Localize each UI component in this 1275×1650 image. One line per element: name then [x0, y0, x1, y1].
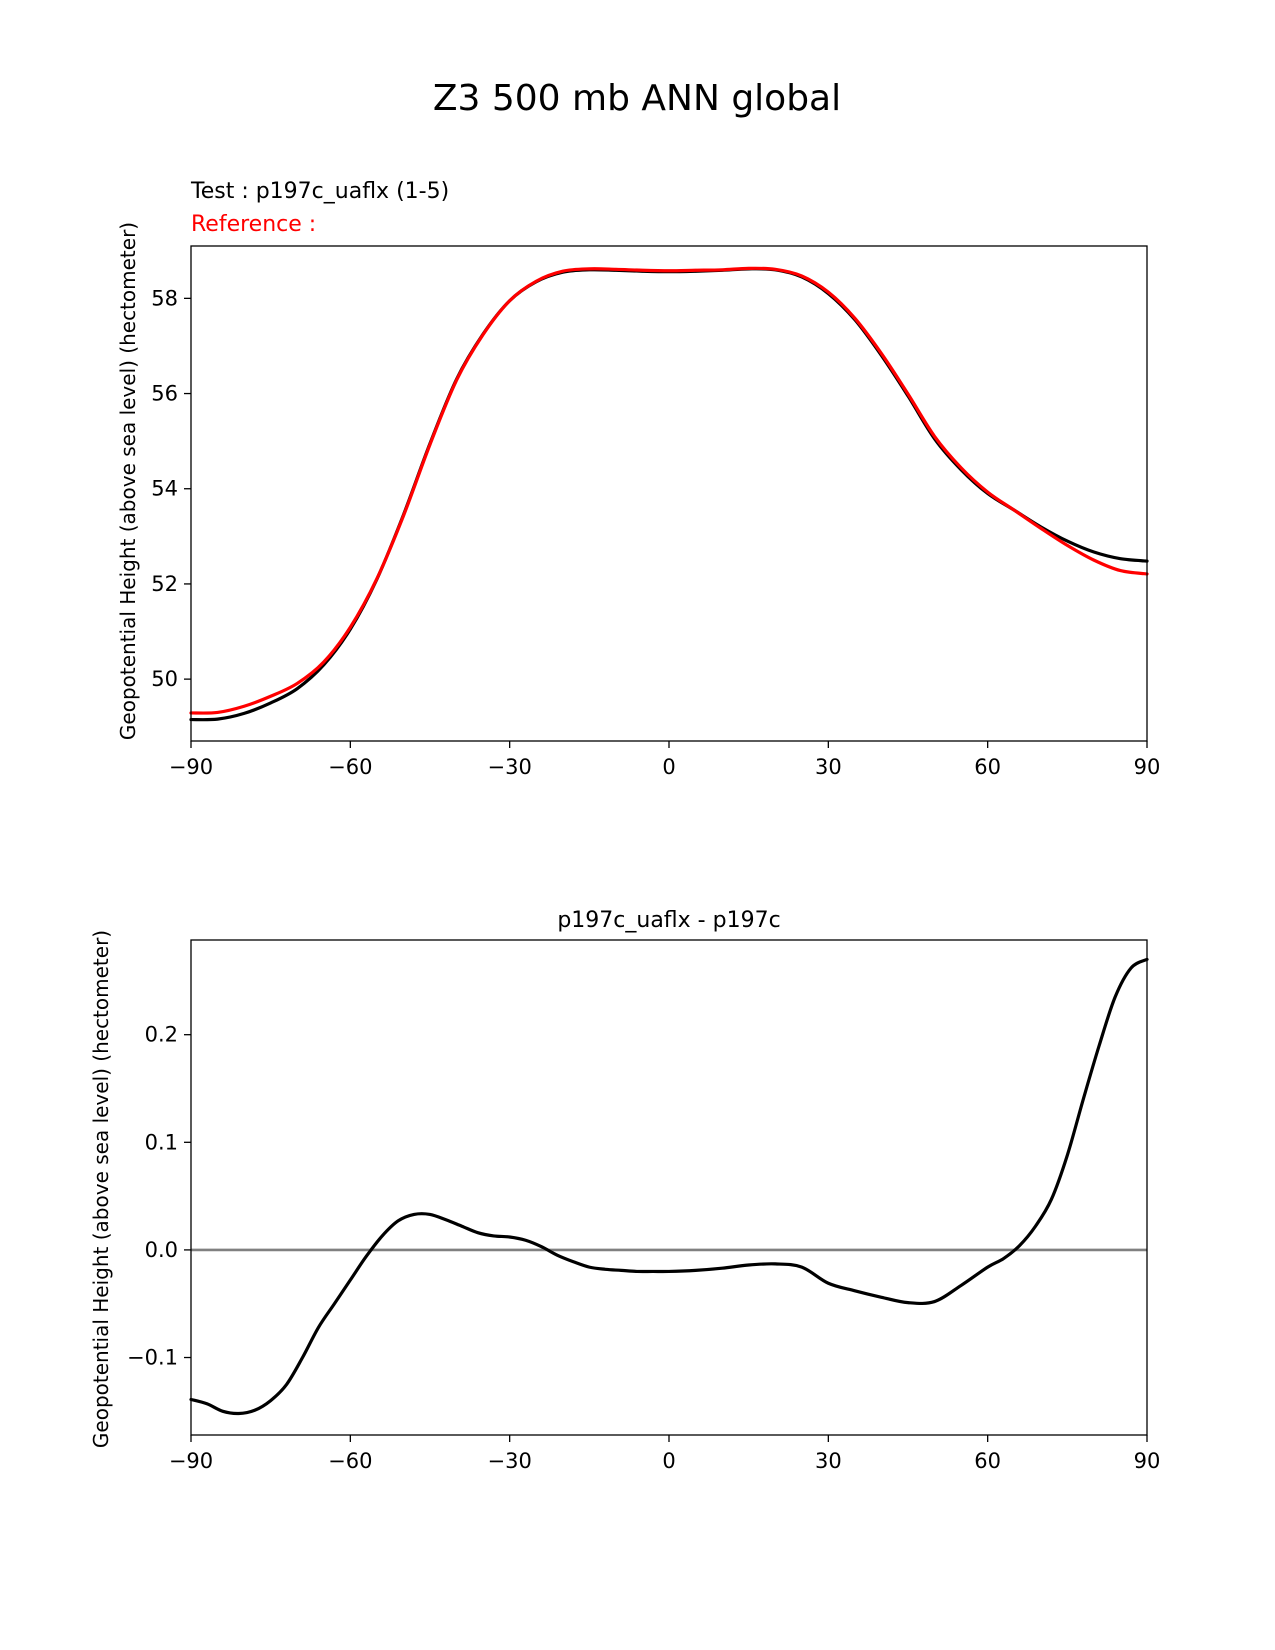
bottom-x-tick-label: −90 [169, 1449, 213, 1473]
bottom-plot-frame [190, 939, 1148, 1436]
test-label: Test : p197c_uaflx (1-5) [190, 179, 449, 204]
bottom-x-tick-label: 0 [662, 1449, 675, 1473]
bottom-x-tick-label: −60 [328, 1449, 372, 1473]
top-y-tick-label: 58 [151, 286, 178, 310]
bottom-x-tick-label: 90 [1134, 1449, 1161, 1473]
bottom-y-tick-label: 0.1 [145, 1130, 178, 1154]
top-reference-series-line [189, 266, 1149, 715]
top-x-tick-label: −30 [488, 755, 532, 779]
top-x-tick-label: −60 [328, 755, 372, 779]
top-x-tick-label: 90 [1134, 755, 1161, 779]
reference-label: Reference : [191, 212, 316, 237]
test-reference-panel: Test : p197c_uaflx (1-5) Reference : Geo… [116, 179, 1160, 779]
top-y-tick-label: 50 [151, 667, 178, 691]
top-x-tick-label: 30 [815, 755, 842, 779]
bottom-y-tick-label: 0.2 [145, 1023, 178, 1047]
top-y-axis-label: Geopotential Height (above sea level) (h… [116, 222, 140, 740]
bottom-x-tick-label: 60 [974, 1449, 1001, 1473]
top-y-tick-label: 56 [151, 382, 178, 406]
top-y-tick-label: 54 [151, 477, 178, 501]
top-plot-frame [190, 245, 1148, 742]
bottom-series-lines [189, 957, 1149, 1416]
bottom-difference-series-line [189, 957, 1149, 1416]
bottom-y-tick-label: −0.1 [127, 1346, 178, 1370]
bottom-axis-ticks: −90 −60 −30 0 30 60 90 −0.1 0.0 0.1 0.2 [127, 1023, 1160, 1473]
figure-title: Z3 500 mb ANN global [433, 78, 841, 119]
bottom-x-tick-label: 30 [815, 1449, 842, 1473]
top-x-tick-label: 60 [974, 755, 1001, 779]
top-series-lines [189, 266, 1149, 722]
bottom-y-tick-label: 0.0 [145, 1238, 178, 1262]
top-x-tick-label: 0 [662, 755, 675, 779]
difference-panel: p197c_uaflx - p197c Geopotential Height … [89, 908, 1160, 1473]
bottom-y-axis-label: Geopotential Height (above sea level) (h… [89, 930, 113, 1448]
top-x-tick-label: −90 [169, 755, 213, 779]
top-axis-ticks: −90 −60 −30 0 30 60 90 50 52 54 56 58 [151, 286, 1160, 779]
top-y-tick-label: 52 [151, 572, 178, 596]
bottom-x-tick-label: −30 [488, 1449, 532, 1473]
difference-title: p197c_uaflx - p197c [557, 908, 780, 933]
